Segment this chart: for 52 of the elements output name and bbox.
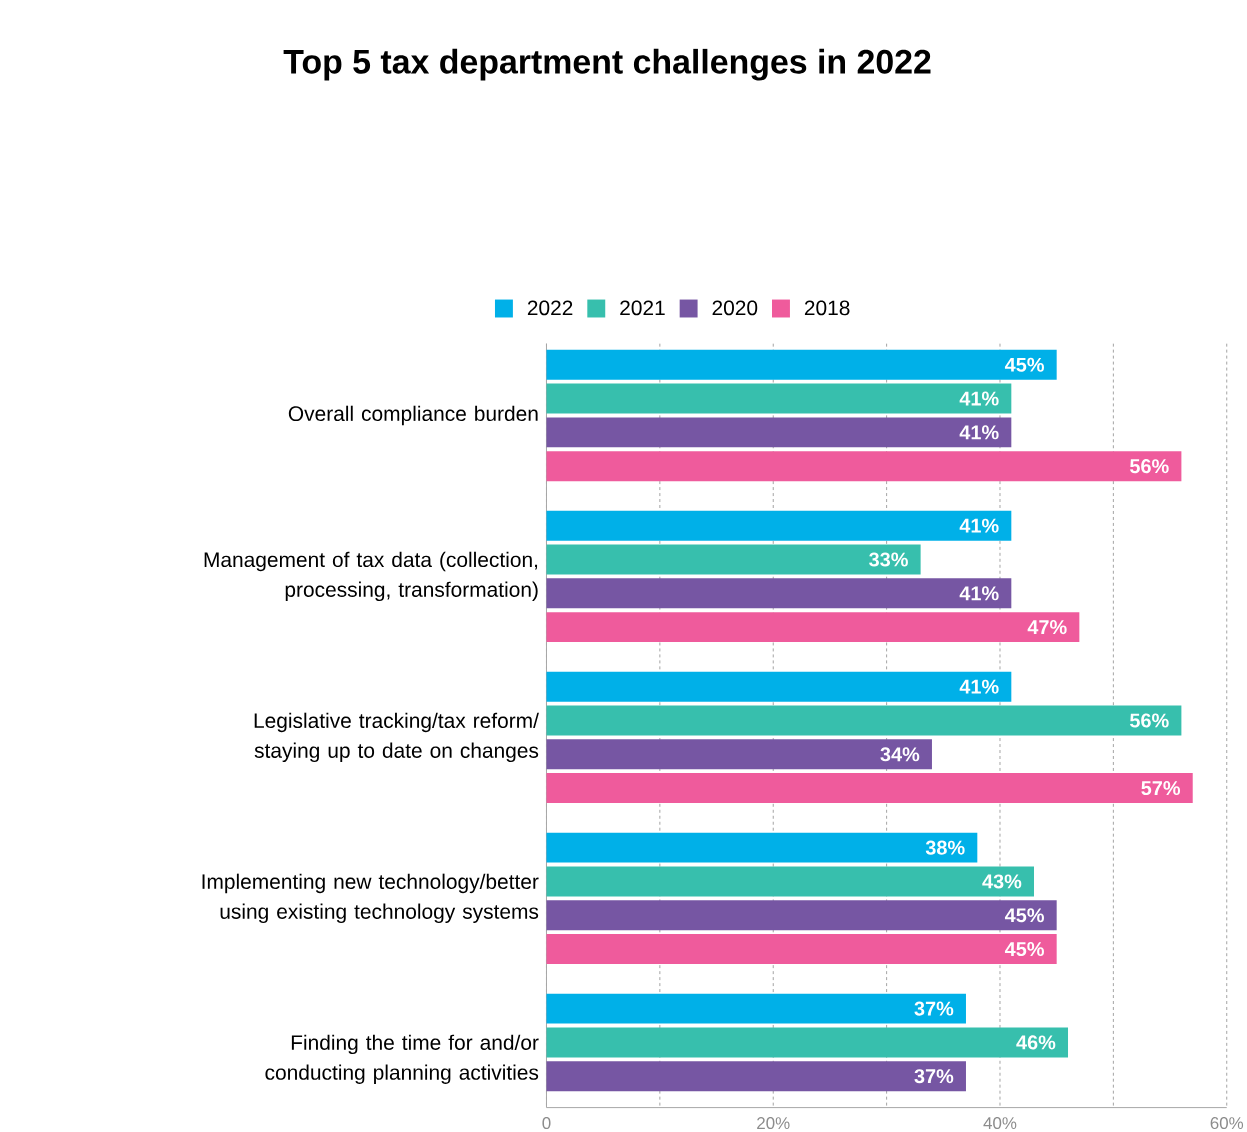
data-label: 56%	[1129, 713, 1169, 728]
bar	[546, 451, 1182, 481]
data-label: 56%	[1129, 458, 1169, 474]
bar	[546, 349, 1057, 380]
data-label: 45%	[1004, 357, 1044, 372]
data-label: 45%	[1004, 941, 1044, 956]
data-label: 34%	[880, 747, 920, 762]
legend-label: 2018	[804, 300, 850, 316]
bar	[546, 578, 1012, 609]
bar	[546, 739, 932, 770]
bar	[546, 383, 1012, 414]
data-label: 41%	[959, 425, 999, 440]
data-label: 41%	[959, 586, 999, 601]
bar	[546, 832, 978, 863]
data-label: 57%	[1141, 780, 1181, 795]
data-label: 38%	[925, 840, 965, 855]
data-label: 41%	[959, 518, 999, 533]
bar	[546, 900, 1057, 931]
y-tick-label: Management of tax data (collection, processing, transformation)	[204, 551, 538, 601]
x-tick-label: 20%	[757, 1116, 790, 1129]
bar	[546, 705, 1182, 736]
data-label: 41%	[959, 679, 999, 694]
bar	[546, 611, 1080, 642]
legend-label: 2022	[527, 300, 573, 316]
data-label: 46%	[1016, 1035, 1056, 1050]
y-tick-label: Implementing new technology/better using existing technology systems	[202, 873, 539, 923]
legend-label: 2021	[620, 300, 665, 316]
bar	[546, 510, 1012, 541]
data-label: 43%	[982, 874, 1022, 889]
bar	[546, 772, 1193, 803]
bar	[546, 417, 1012, 448]
bar	[546, 1061, 966, 1091]
bar	[546, 671, 1012, 702]
legend-label: 2020	[712, 300, 758, 316]
bar	[546, 993, 966, 1024]
bar	[546, 933, 1057, 964]
x-tick-label: 60%	[1210, 1116, 1244, 1129]
data-label: 37%	[914, 1001, 954, 1016]
bar	[546, 1027, 1069, 1058]
y-tick-label: Overall compliance burden	[288, 405, 538, 426]
data-label: 47%	[1027, 619, 1067, 634]
data-label: 33%	[869, 552, 908, 567]
bar	[546, 544, 921, 575]
data-label: 41%	[959, 391, 999, 406]
y-tick-label: Legislative tracking/tax reform/ staying up to date on changes	[254, 712, 539, 762]
chart-title: Top 5 tax department challenges in 2022	[283, 48, 931, 81]
x-tick-label: 40%	[983, 1116, 1017, 1129]
y-tick-label: Finding the time for and/or conducting planning activities	[265, 1034, 539, 1084]
bar	[546, 866, 1034, 897]
data-label: 45%	[1004, 908, 1044, 923]
x-tick-label: 0	[542, 1116, 551, 1129]
data-label: 37%	[914, 1068, 954, 1084]
